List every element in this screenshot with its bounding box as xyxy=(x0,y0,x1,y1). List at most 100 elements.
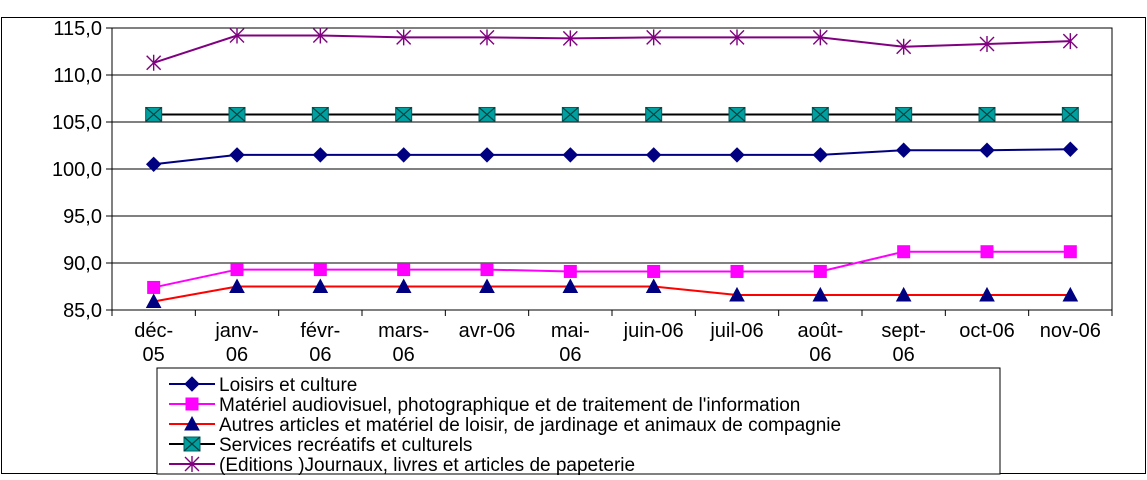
data-point xyxy=(312,147,329,163)
data-point xyxy=(730,264,744,278)
data-point xyxy=(228,106,246,122)
data-point xyxy=(395,278,412,293)
data-point xyxy=(895,286,912,302)
data-point xyxy=(1063,245,1077,259)
x-tick-label: janv-06 xyxy=(214,320,258,366)
data-point xyxy=(979,35,995,52)
legend-label: Loisirs et culture xyxy=(219,375,357,396)
series-line xyxy=(153,148,1071,166)
data-point xyxy=(395,147,412,163)
data-point xyxy=(1061,106,1079,122)
series-line xyxy=(153,34,1071,64)
y-tick-label: 95,0 xyxy=(63,206,102,228)
x-tick-label: nov-06 xyxy=(1040,320,1101,342)
data-point xyxy=(184,376,200,392)
series-square xyxy=(147,245,1077,294)
data-point xyxy=(229,27,245,44)
data-point xyxy=(562,278,579,293)
series-line xyxy=(153,285,1071,303)
data-point xyxy=(980,245,994,259)
series-star xyxy=(146,27,1078,71)
data-point xyxy=(812,29,828,46)
y-axis-ticks: 85,0 90,0 95,0 100,0 105,0 110,0 115,0 xyxy=(52,18,102,322)
data-point xyxy=(728,106,746,122)
plot-area xyxy=(111,27,1113,311)
data-point xyxy=(978,106,996,122)
data-point xyxy=(812,286,829,302)
data-point xyxy=(147,280,161,294)
data-point xyxy=(812,147,829,163)
y-tick-label: 85,0 xyxy=(63,300,102,322)
data-point xyxy=(895,106,913,122)
data-point xyxy=(1062,286,1079,302)
y-tick-label: 105,0 xyxy=(52,112,102,134)
data-point xyxy=(145,106,163,122)
legend-item: Services recréatifs et culturels xyxy=(169,435,472,456)
data-point xyxy=(979,142,995,158)
data-point xyxy=(184,456,200,472)
data-point xyxy=(811,106,829,122)
data-point xyxy=(729,147,745,163)
legend-item: Autres articles et matériel de loisir, d… xyxy=(169,415,841,436)
series-diamond xyxy=(145,141,1079,173)
x-tick-label: oct-06 xyxy=(959,320,1015,342)
data-point xyxy=(229,147,245,163)
data-point xyxy=(729,29,745,46)
grid xyxy=(106,27,1113,316)
data-point xyxy=(396,29,412,46)
data-point xyxy=(229,278,245,293)
data-point xyxy=(563,264,577,278)
data-point xyxy=(313,263,327,277)
series xyxy=(145,27,1079,309)
data-point xyxy=(813,264,827,278)
legend-label: (Editions )Journaux, livres et articles … xyxy=(219,455,635,475)
data-point xyxy=(979,286,995,302)
data-point xyxy=(395,106,413,122)
legend-box xyxy=(156,367,1001,475)
legend-label: Matériel audiovisuel, photographique et … xyxy=(219,395,800,416)
data-point xyxy=(145,293,162,309)
data-point xyxy=(647,264,661,278)
x-tick-label: sept-06 xyxy=(881,320,925,366)
x-tick-label: juil-06 xyxy=(709,320,763,342)
legend-item: Matériel audiovisuel, photographique et … xyxy=(169,395,800,416)
legend-label: Services recréatifs et culturels xyxy=(219,435,472,456)
data-point xyxy=(645,106,663,122)
series-line xyxy=(153,250,1071,289)
data-point xyxy=(562,30,578,47)
x-axis-ticks: déc-05 janv-06 févr-06 mars-06 avr-06 mai-06 j… xyxy=(134,320,1101,366)
x-tick-label: mars-06 xyxy=(378,320,429,366)
data-point xyxy=(897,245,911,259)
data-point xyxy=(397,263,411,277)
data-point xyxy=(312,278,329,293)
data-point xyxy=(479,147,495,163)
data-point xyxy=(183,436,201,452)
y-tick-label: 110,0 xyxy=(53,65,102,87)
data-point xyxy=(646,29,662,46)
data-point xyxy=(145,156,162,173)
data-point xyxy=(480,263,494,277)
x-tick-label: juin-06 xyxy=(623,320,684,342)
plot-border xyxy=(111,27,1113,311)
data-point xyxy=(146,54,162,71)
legend-label: Autres articles et matériel de loisir, d… xyxy=(219,415,841,436)
data-point xyxy=(561,106,579,122)
x-tick-label: mai-06 xyxy=(551,320,590,366)
data-point xyxy=(562,147,579,163)
data-point xyxy=(1062,33,1078,50)
data-point xyxy=(645,278,662,293)
legend-item: Loisirs et culture xyxy=(169,375,357,396)
y-tick-label: 115,0 xyxy=(53,18,102,40)
data-point xyxy=(479,29,495,46)
y-tick-label: 100,0 xyxy=(52,159,102,181)
data-point xyxy=(479,278,495,293)
data-point xyxy=(729,286,745,302)
data-point xyxy=(185,397,199,411)
y-tick-label: 90,0 xyxy=(63,253,102,275)
data-point xyxy=(230,263,244,277)
data-point xyxy=(1062,141,1079,157)
data-point xyxy=(478,106,496,122)
